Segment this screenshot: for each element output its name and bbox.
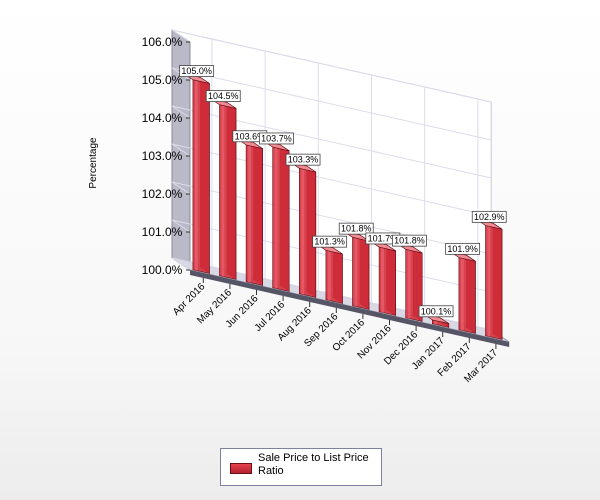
y-tick-label: 106.0% xyxy=(142,35,183,49)
y-tick-label: 101.0% xyxy=(142,225,183,239)
data-label: 105.0% xyxy=(179,65,215,77)
gridline xyxy=(171,143,492,217)
bars xyxy=(183,73,503,340)
data-label-text: 104.5% xyxy=(208,91,239,101)
data-label: 101.3% xyxy=(312,235,348,248)
legend: Sale Price to List Price Ratio xyxy=(220,448,382,486)
gridline xyxy=(171,105,492,179)
bar xyxy=(396,243,423,322)
data-label: 100.1% xyxy=(418,305,454,318)
legend-label: Sale Price to List Price Ratio xyxy=(258,452,369,477)
data-label-text: 105.0% xyxy=(181,66,212,76)
y-tick-label: 104.0% xyxy=(142,111,183,125)
y-tick-label: 105.0% xyxy=(142,73,183,87)
data-label-text: 103.6% xyxy=(235,131,266,141)
data-label-text: 103.7% xyxy=(261,133,292,143)
data-label-text: 102.9% xyxy=(474,212,505,222)
data-label-text: 101.3% xyxy=(314,237,345,247)
data-label: 103.3% xyxy=(285,153,321,166)
gridline xyxy=(171,29,492,103)
bar xyxy=(263,140,290,292)
floor-edge xyxy=(190,270,510,347)
data-label: 103.7% xyxy=(259,132,294,145)
data-label: 101.9% xyxy=(445,242,481,255)
data-label-text: 100.1% xyxy=(421,306,452,316)
data-label-text: 103.3% xyxy=(288,155,319,165)
y-axis: 100.0% 101.0% 102.0% 103.0% 104.0% 105.0% 106.… xyxy=(142,35,190,277)
y-tick-label: 103.0% xyxy=(142,149,183,163)
data-label: 102.9% xyxy=(471,210,507,223)
data-labels: 105.0% 104.5% 103.6%103.7% 103.3% 101.3% 101.… xyxy=(179,65,507,318)
legend-swatch xyxy=(230,463,252,474)
data-label-text: 101.7% xyxy=(368,233,399,243)
data-label: 101.8% xyxy=(392,234,427,247)
data-label: 101.8% xyxy=(338,222,374,235)
data-label-text: 101.8% xyxy=(394,236,425,246)
data-label-text: 101.8% xyxy=(341,224,372,234)
bar xyxy=(316,244,343,304)
y-axis-title: Percentage xyxy=(88,137,99,189)
bar xyxy=(476,219,503,340)
y-tick-label: 102.0% xyxy=(142,187,183,201)
bar xyxy=(449,251,476,334)
data-label: 104.5% xyxy=(205,90,241,102)
gridline xyxy=(171,181,492,255)
y-tick-label: 100.0% xyxy=(142,263,183,277)
data-label-text: 101.9% xyxy=(447,244,478,254)
